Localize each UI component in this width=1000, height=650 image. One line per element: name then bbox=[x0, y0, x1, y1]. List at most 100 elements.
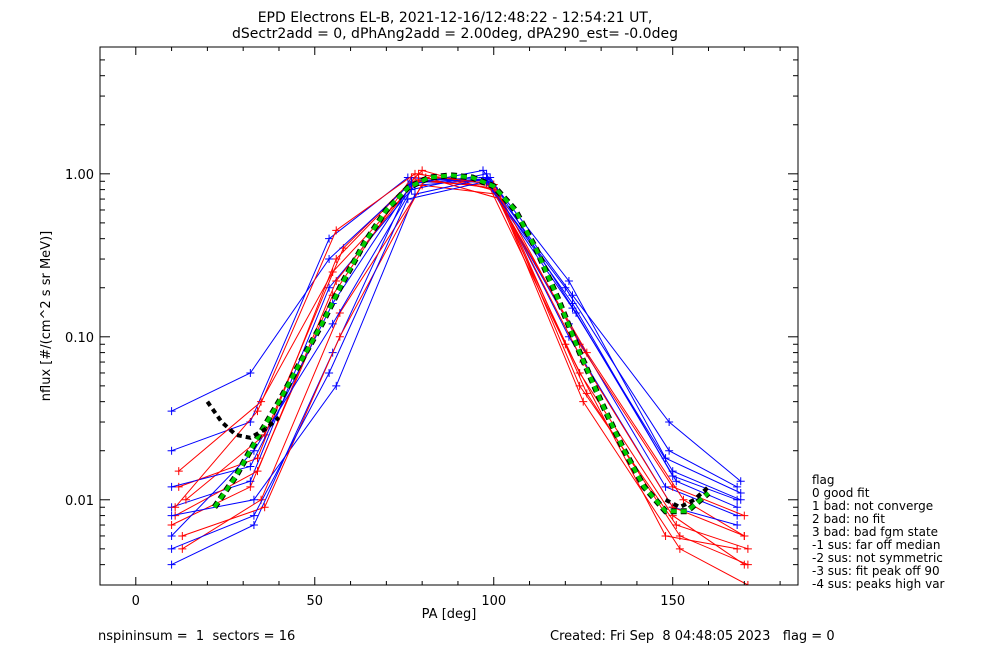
series-point-4-5 bbox=[579, 397, 588, 406]
series-point-11-0 bbox=[167, 511, 176, 520]
x-tick-label-2: 100 bbox=[481, 594, 506, 609]
series-point-12-7 bbox=[743, 560, 752, 569]
series-point-7-7 bbox=[733, 521, 742, 530]
fit-curve bbox=[212, 173, 710, 514]
series-line-1 bbox=[171, 179, 738, 517]
series-point-9-5 bbox=[568, 291, 577, 300]
series-point-4-0 bbox=[178, 544, 187, 553]
series-point-0-6 bbox=[661, 531, 670, 540]
series-point-15-5 bbox=[568, 299, 577, 308]
fit-curve-shadow bbox=[212, 172, 711, 515]
series-point-13-7 bbox=[736, 489, 745, 498]
series-point-13-0 bbox=[167, 482, 176, 491]
series-point-8-0 bbox=[181, 495, 190, 504]
plot-frame bbox=[99, 46, 799, 586]
series-point-6-6 bbox=[679, 495, 688, 504]
series-point-13-1 bbox=[246, 462, 255, 471]
series-point-14-1 bbox=[253, 407, 262, 416]
series-point-1-6 bbox=[661, 482, 670, 491]
series-point-1-1 bbox=[246, 477, 255, 486]
series-point-15-1 bbox=[249, 511, 258, 520]
chart-subtitle: dSectr2add = 0, dPhAng2add = 2.00deg, dP… bbox=[232, 26, 678, 42]
series-point-6-1 bbox=[253, 467, 262, 476]
legend-entry-6: -3 sus: fit peak off 90 bbox=[812, 564, 940, 578]
series-point-2-5 bbox=[575, 368, 584, 377]
series-point-8-5 bbox=[575, 381, 584, 390]
series-point-14-0 bbox=[171, 503, 180, 512]
series-point-4-6 bbox=[675, 544, 684, 553]
series-point-11-2 bbox=[332, 381, 341, 390]
series-point-11-1 bbox=[249, 495, 258, 504]
series-point-14-2 bbox=[332, 226, 341, 235]
series-point-5-0 bbox=[167, 446, 176, 455]
series-line-2 bbox=[178, 173, 745, 566]
series-point-6-2 bbox=[332, 276, 341, 285]
series-point-5-7 bbox=[733, 482, 742, 491]
series-point-9-7 bbox=[736, 477, 745, 486]
y-tick-label-0: 0.01 bbox=[65, 494, 94, 509]
series-point-10-0 bbox=[174, 467, 183, 476]
series-point-4-2 bbox=[335, 308, 344, 317]
legend-entry-1: 1 bad: not converge bbox=[812, 499, 933, 513]
series-point-9-1 bbox=[246, 368, 255, 377]
series-point-8-6 bbox=[672, 521, 681, 530]
dashed-curve-left bbox=[205, 400, 281, 440]
legend-entry-0: 0 good fit bbox=[812, 486, 870, 500]
series-line-7 bbox=[171, 173, 738, 537]
series-point-5-2 bbox=[325, 234, 334, 243]
y-axis-label: nflux [#/(cm^2 s sr MeV)] bbox=[39, 231, 54, 401]
series-line-13 bbox=[171, 169, 741, 494]
fit-layer bbox=[205, 172, 711, 515]
y-tick-label-1: 0.10 bbox=[65, 331, 94, 346]
legend-entry-2: 2 bad: no fit bbox=[812, 512, 885, 526]
series-point-10-7 bbox=[740, 531, 749, 540]
series-point-9-0 bbox=[167, 407, 176, 416]
footer-right: Created: Fri Sep 8 04:48:05 2023 flag = … bbox=[550, 629, 835, 644]
series-point-5-6 bbox=[665, 446, 674, 455]
series-line-3 bbox=[171, 176, 741, 566]
series-point-15-7 bbox=[733, 495, 742, 504]
y-tick-label-2: 1.00 bbox=[65, 168, 94, 183]
series-point-14-6 bbox=[668, 482, 677, 491]
series-point-3-0 bbox=[167, 560, 176, 569]
series-point-8-7 bbox=[743, 544, 752, 553]
series-point-3-1 bbox=[249, 521, 258, 530]
legend-entry-3: 3 bad: bad fgm state bbox=[812, 525, 938, 539]
series-line-5 bbox=[171, 176, 738, 488]
series-point-4-7 bbox=[743, 581, 752, 585]
series-point-12-2 bbox=[335, 332, 344, 341]
x-tick-label-1: 50 bbox=[306, 594, 323, 609]
footer-left: nspininsum = 1 sectors = 16 bbox=[98, 629, 295, 644]
series-line-4 bbox=[182, 184, 749, 585]
series-point-0-7 bbox=[733, 544, 742, 553]
x-tick-label-0: 0 bbox=[132, 594, 140, 609]
series-point-9-2 bbox=[325, 255, 334, 264]
series-line-14 bbox=[174, 173, 745, 517]
x-tick-label-3: 150 bbox=[660, 594, 685, 609]
series-point-10-2 bbox=[328, 267, 337, 276]
series-point-8-3 bbox=[418, 166, 427, 175]
legend-entry-5: -2 sus: not symmetric bbox=[812, 551, 943, 565]
series-line-10 bbox=[178, 179, 745, 537]
x-axis-label: PA [deg] bbox=[422, 607, 477, 622]
series-layer bbox=[167, 166, 752, 585]
series-line-9 bbox=[171, 178, 742, 482]
series-point-14-3 bbox=[410, 169, 419, 178]
series-line-15 bbox=[171, 180, 738, 550]
legend-entry-7: -4 sus: peaks high var bbox=[812, 577, 945, 591]
axes-layer: 0 50 100 150 0.01 0.10 1.00 bbox=[65, 46, 798, 609]
series-point-9-6 bbox=[665, 418, 674, 427]
series-point-2-0 bbox=[174, 482, 183, 491]
series-point-15-2 bbox=[325, 368, 334, 377]
series-point-7-2 bbox=[328, 319, 337, 328]
series-point-11-7 bbox=[733, 503, 742, 512]
series-point-14-7 bbox=[740, 511, 749, 520]
series-point-11-6 bbox=[672, 477, 681, 486]
series-point-12-6 bbox=[675, 531, 684, 540]
series-point-15-3 bbox=[403, 195, 412, 204]
legend-entry-4: -1 sus: far off median bbox=[812, 538, 940, 552]
series-point-13-4 bbox=[479, 166, 488, 175]
series-point-13-5 bbox=[564, 276, 573, 285]
legend: 0 good fit 1 bad: not converge 2 bad: no… bbox=[812, 486, 945, 591]
